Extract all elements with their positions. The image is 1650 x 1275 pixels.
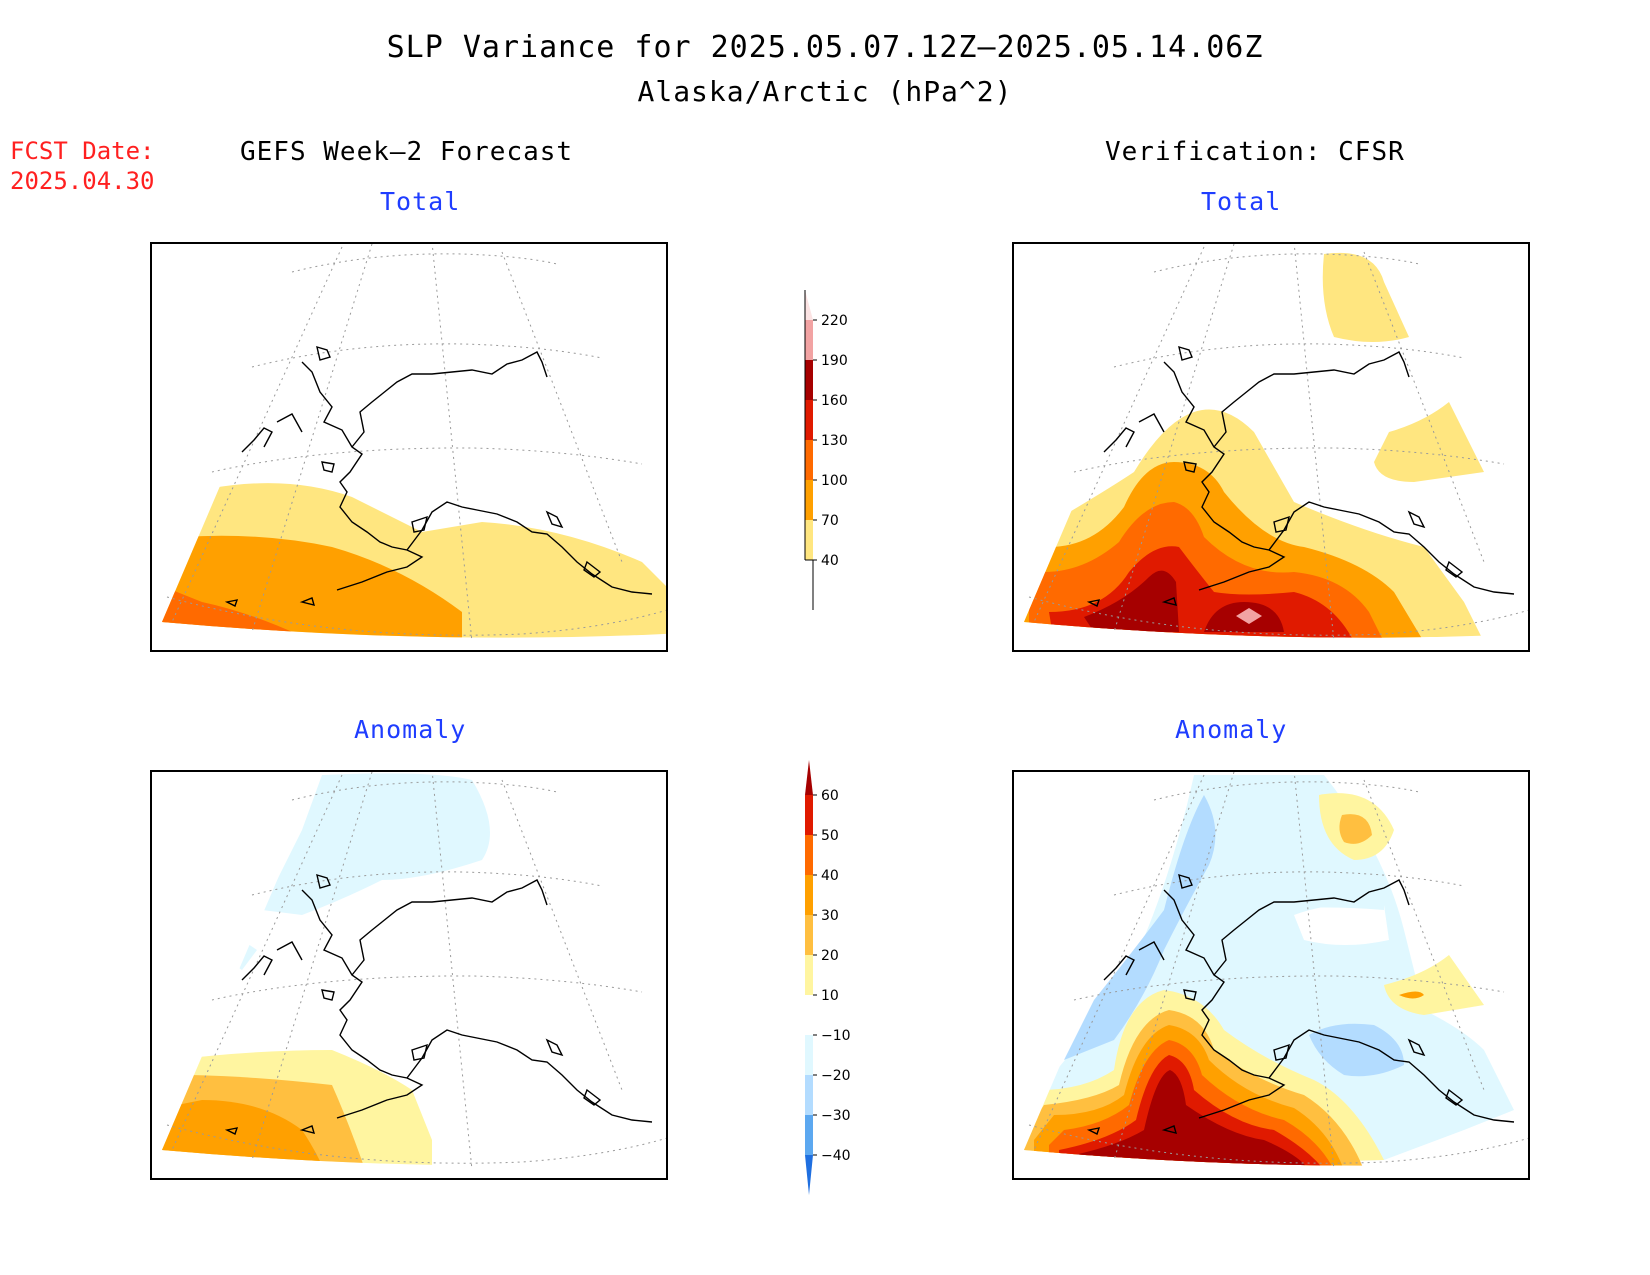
column-title-gefs: GEFS Week–2 Forecast xyxy=(240,137,574,167)
total-cbar-label: 70 xyxy=(821,513,839,529)
anomaly-cbar-label: 20 xyxy=(821,948,839,964)
total-cbar-label: 40 xyxy=(821,553,839,569)
cfsr-total-map xyxy=(1012,242,1530,652)
anomaly-cbar-swatch-3 xyxy=(805,875,813,915)
total-colorbar: 220 190 160 130 100 70 40 xyxy=(804,290,848,610)
subtitle-cfsr-total: Total xyxy=(1201,187,1282,216)
anomaly-cbar-label: −20 xyxy=(821,1068,851,1084)
anomaly-cbar-swatch-10 xyxy=(805,1155,813,1195)
total-cbar-label: 130 xyxy=(821,433,848,449)
anomaly-cbar-label: 40 xyxy=(821,868,839,884)
anomaly-cbar-swatch-4 xyxy=(805,915,813,955)
anomaly-cbar-swatch-8 xyxy=(805,1075,813,1115)
main-subtitle: Alaska/Arctic (hPa^2) xyxy=(637,75,1013,108)
gefs-anomaly-map xyxy=(150,770,668,1180)
total-cbar-swatch-3 xyxy=(805,400,813,440)
total-cbar-label: 190 xyxy=(821,353,848,369)
total-cbar-label: 220 xyxy=(821,313,848,329)
anomaly-colorbar: 60 50 40 30 20 10 −10 −20 −30 −40 xyxy=(805,760,851,1195)
gefs-total-map xyxy=(150,242,668,652)
subtitle-gefs-anomaly: Anomaly xyxy=(354,715,467,744)
subtitle-cfsr-anomaly: Anomaly xyxy=(1175,715,1288,744)
total-cbar-swatch-4 xyxy=(805,440,813,480)
anomaly-cbar-swatch-7 xyxy=(805,1035,813,1075)
total-cbar-label: 100 xyxy=(821,473,848,489)
anomaly-cbar-label: 30 xyxy=(821,908,839,924)
total-cbar-label: 160 xyxy=(821,393,848,409)
anomaly-cbar-swatch-1 xyxy=(805,795,813,835)
anomaly-cbar-swatch-0 xyxy=(805,760,813,795)
subtitle-gefs-total: Total xyxy=(380,187,461,216)
total-cbar-swatch-6 xyxy=(805,520,813,560)
anomaly-cbar-label: −10 xyxy=(821,1028,851,1044)
anomaly-cbar-swatch-5 xyxy=(805,955,813,995)
anomaly-cbar-label: −30 xyxy=(821,1108,851,1124)
total-cbar-swatch-0 xyxy=(805,290,813,320)
main-title: SLP Variance for 2025.05.07.12Z–2025.05.… xyxy=(386,30,1264,65)
anomaly-cbar-label: 60 xyxy=(821,788,839,804)
anomaly-cbar-swatch-6 xyxy=(805,995,813,1035)
anomaly-cbar-swatch-2 xyxy=(805,835,813,875)
anomaly-cbar-label: −40 xyxy=(821,1148,851,1164)
total-cbar-swatch-1 xyxy=(805,320,813,360)
column-title-cfsr: Verification: CFSR xyxy=(1105,137,1405,167)
fcst-date: FCST Date: 2025.04.30 xyxy=(10,137,155,195)
anomaly-cbar-label: 50 xyxy=(821,828,839,844)
cfsr-anomaly-map xyxy=(1012,770,1530,1180)
anomaly-cbar-swatch-9 xyxy=(805,1115,813,1155)
total-cbar-swatch-2 xyxy=(805,360,813,400)
total-cbar-swatch-5 xyxy=(805,480,813,520)
anomaly-cbar-label: 10 xyxy=(821,988,839,1004)
